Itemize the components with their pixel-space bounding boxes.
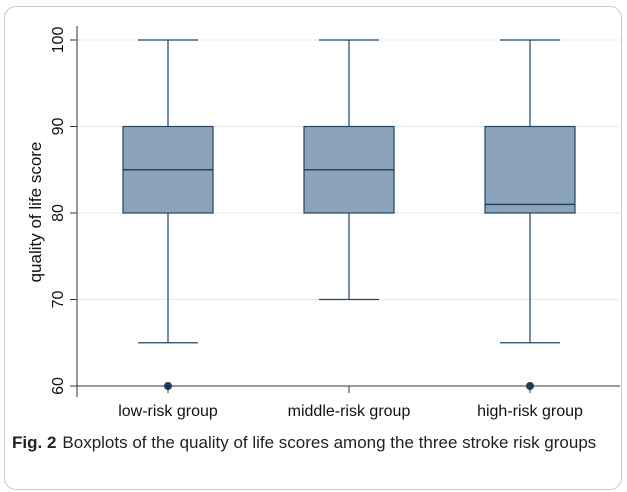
y-axis-label: quality of life score — [26, 141, 45, 283]
iqr-box — [484, 125, 576, 214]
x-ticks: low-risk group middle-risk group high-risk… — [118, 386, 583, 420]
y-tick-label: 100 — [50, 27, 67, 54]
boxes — [122, 39, 576, 390]
caption-text: Boxplots of the quality of life scores a… — [62, 433, 597, 452]
figure-frame — [4, 6, 622, 490]
x-tick-label: low-risk group — [118, 403, 218, 420]
y-tick-label: 60 — [50, 377, 67, 395]
y-tick-label: 70 — [50, 291, 67, 309]
boxplot-chart: 60 70 80 90 100 low-risk group middle-risk gr… — [50, 26, 620, 420]
y-tick-label: 80 — [50, 204, 67, 222]
x-tick-label: middle-risk group — [288, 403, 411, 420]
y-ticks: 60 70 80 90 100 — [50, 27, 77, 395]
caption-label: Fig. 2 — [12, 433, 57, 452]
y-tick-label: 90 — [50, 118, 67, 136]
x-tick-label: high-risk group — [477, 403, 583, 420]
figure-caption: Fig. 2 Boxplots of the quality of life sc… — [12, 430, 612, 456]
